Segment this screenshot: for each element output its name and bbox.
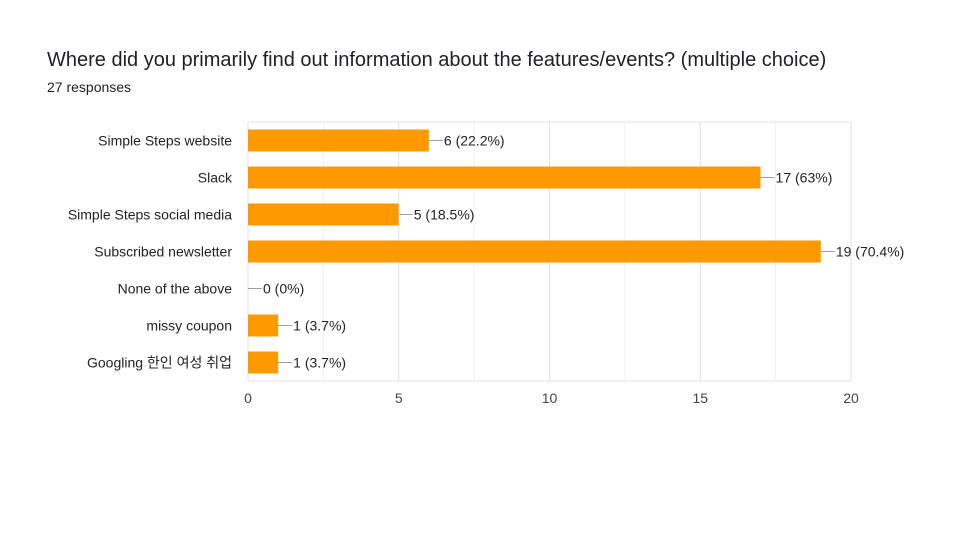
- data-label: 5 (18.5%): [414, 207, 475, 223]
- bars: [248, 129, 821, 374]
- x-tick-label: 10: [542, 390, 558, 406]
- category-label: None of the above: [118, 281, 233, 297]
- category-label: Googling 한인 여성 취업: [87, 355, 232, 371]
- bar: [248, 240, 821, 263]
- bar: [248, 351, 279, 374]
- bar: [248, 129, 429, 152]
- x-tick-label: 15: [692, 390, 708, 406]
- x-tick-label: 0: [244, 390, 252, 406]
- data-label: 0 (0%): [263, 281, 304, 297]
- bar: [248, 166, 761, 189]
- data-label: 6 (22.2%): [444, 133, 505, 149]
- category-label: Simple Steps social media: [68, 207, 232, 223]
- data-label: 1 (3.7%): [293, 318, 346, 334]
- category-label: Subscribed newsletter: [94, 244, 232, 260]
- grid: [247, 121, 852, 382]
- response-count: 27 responses: [47, 79, 132, 95]
- chart-title: Where did you primarily find out informa…: [47, 49, 827, 71]
- category-labels: Simple Steps website Slack Simple Steps so…: [68, 133, 233, 371]
- bar: [248, 203, 399, 226]
- bar: [248, 314, 279, 337]
- category-label: Simple Steps website: [98, 133, 232, 149]
- data-label: 1 (3.7%): [293, 355, 346, 371]
- data-labels: 6 (22.2%) 17 (63%) 5 (18.5%) 19 (70.4%) 0 (0…: [248, 133, 904, 371]
- x-tick-label: 5: [395, 390, 403, 406]
- category-label: missy coupon: [146, 318, 232, 334]
- data-label: 17 (63%): [776, 170, 833, 186]
- data-label: 19 (70.4%): [836, 244, 904, 260]
- x-axis-ticks: 0 5 10 15 20: [244, 390, 859, 406]
- x-tick-label: 20: [843, 390, 859, 406]
- category-label: Slack: [198, 170, 233, 186]
